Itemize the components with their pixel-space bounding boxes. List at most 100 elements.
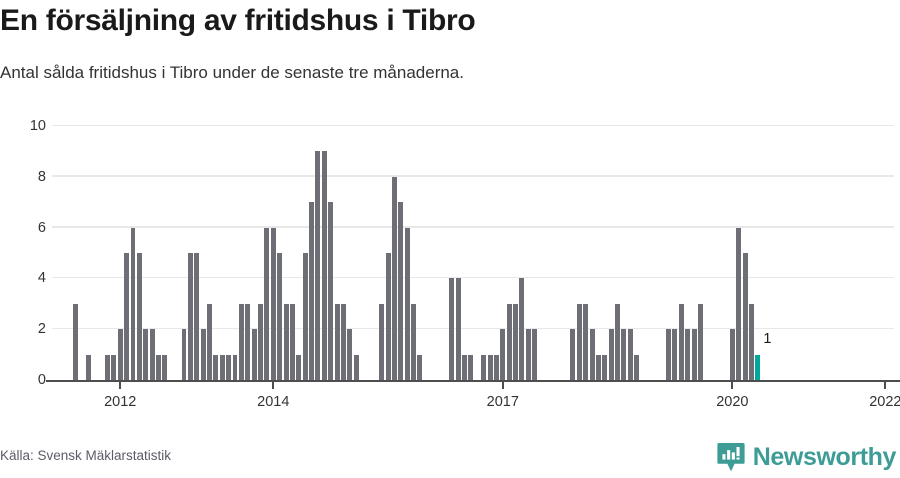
- bar: [315, 151, 321, 380]
- bar: [277, 253, 283, 380]
- bar: [213, 354, 219, 380]
- y-tick-label: 4: [37, 270, 46, 287]
- bar: [124, 253, 130, 380]
- chart-plot-wrapper: 0 2 4 6 8 10 2012 2014 2017 2020 2022 1: [0, 112, 900, 412]
- bar: [519, 278, 525, 380]
- x-tick-label: 2020: [716, 394, 749, 410]
- y-tick-label: 0: [37, 372, 46, 388]
- bar: [595, 354, 601, 380]
- bar: [729, 329, 735, 380]
- bar: [289, 303, 295, 380]
- bar: [353, 354, 359, 380]
- bar: [302, 253, 308, 380]
- source-note: Källa: Svensk Mäklarstatistik: [0, 448, 172, 463]
- chart-plot-area: [52, 112, 894, 380]
- chart-footer: Källa: Svensk Mäklarstatistik Newsworthy: [0, 440, 900, 474]
- bar: [621, 329, 627, 380]
- bar: [449, 278, 455, 380]
- newsworthy-wordmark: Newsworthy: [752, 442, 897, 471]
- bar: [525, 329, 531, 380]
- bar: [270, 227, 276, 380]
- gridline: [52, 124, 894, 126]
- bar: [583, 303, 589, 380]
- bar: [417, 354, 423, 380]
- bar: [156, 354, 161, 380]
- bar: [85, 354, 91, 380]
- bar: [347, 329, 353, 380]
- bar: [149, 329, 155, 380]
- bar: [398, 202, 404, 380]
- bar: [258, 303, 263, 380]
- newsworthy-logo: Newsworthy: [717, 440, 896, 474]
- x-tick-label: 2022: [869, 394, 900, 410]
- gridline: [52, 226, 894, 228]
- bar-highlighted: [755, 354, 761, 380]
- bar: [570, 329, 576, 380]
- bar: [487, 354, 493, 380]
- bar: [200, 329, 206, 380]
- bar: [481, 354, 487, 380]
- bar: [296, 354, 302, 380]
- bar: [238, 303, 244, 380]
- bar: [500, 329, 506, 380]
- bar-chart-speech-bubble-icon: [717, 442, 745, 473]
- bar: [666, 329, 672, 380]
- bar: [130, 227, 136, 380]
- bar: [468, 354, 474, 380]
- bar: [136, 253, 142, 380]
- page-title: En försäljning av fritidshus i Tibro: [0, 4, 476, 37]
- x-tick-mark: [272, 380, 275, 389]
- bar: [391, 176, 397, 380]
- bar: [73, 303, 79, 380]
- bar: [219, 354, 225, 380]
- bar: [634, 354, 640, 380]
- bar: [615, 303, 621, 380]
- bar: [379, 303, 385, 380]
- bar: [697, 303, 703, 380]
- x-tick-mark: [501, 380, 504, 389]
- bar: [226, 354, 232, 380]
- bar: [532, 329, 538, 380]
- bar: [506, 303, 512, 380]
- bar: [608, 329, 614, 380]
- bar: [187, 253, 193, 380]
- bar: [493, 354, 499, 380]
- y-tick-label: 6: [37, 219, 46, 236]
- bar: [207, 303, 212, 380]
- gridline: [52, 277, 894, 279]
- bar: [513, 303, 519, 380]
- bar: [111, 354, 117, 380]
- gridline: [52, 175, 894, 177]
- y-tick-label: 10: [29, 118, 46, 134]
- bar: [283, 303, 289, 380]
- bar: [685, 329, 691, 380]
- bar: [404, 227, 410, 380]
- bar: [245, 303, 251, 380]
- bar: [194, 253, 200, 380]
- bar: [232, 354, 238, 380]
- bar: [411, 303, 417, 380]
- bar: [334, 303, 340, 380]
- bar-series: [52, 112, 894, 380]
- bar: [328, 202, 334, 380]
- x-tick-label: 2012: [104, 394, 137, 410]
- bar: [736, 227, 742, 380]
- y-axis: 0 2 4 6 8 10: [0, 112, 46, 388]
- gridline: [52, 327, 894, 330]
- bar: [264, 227, 270, 380]
- bar: [340, 303, 346, 380]
- bar: [589, 329, 595, 380]
- x-tick-mark: [731, 380, 734, 389]
- chart-gridlines: [52, 112, 894, 380]
- y-tick-label: 8: [37, 168, 46, 185]
- y-tick-label: 2: [37, 321, 46, 338]
- bar: [576, 303, 582, 380]
- bar: [672, 329, 678, 380]
- bar: [251, 329, 257, 380]
- bar: [321, 151, 327, 380]
- bar: [181, 329, 187, 380]
- x-axis-line: [46, 380, 900, 383]
- bar: [117, 329, 123, 380]
- bar: [748, 303, 754, 380]
